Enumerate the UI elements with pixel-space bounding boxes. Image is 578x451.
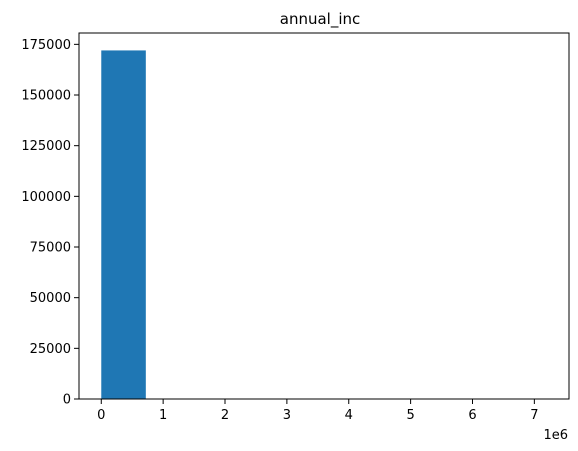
x-tick-label-1: 1 (159, 408, 167, 423)
y-tick-label-2: 50000 (30, 291, 71, 306)
y-tick-label-6: 150000 (21, 89, 71, 104)
y-tick-label-5: 125000 (21, 139, 71, 154)
chart-title: annual_inc (280, 10, 361, 29)
x-axis-offset-label: 1e6 (543, 428, 568, 443)
x-axis-ticks: 0 1 2 3 4 5 6 7 (97, 399, 538, 423)
x-tick-label-6: 6 (468, 408, 476, 423)
histogram-bar-0 (101, 50, 146, 400)
x-tick-label-5: 5 (406, 408, 414, 423)
x-tick-label-7: 7 (530, 408, 538, 423)
x-tick-label-0: 0 (97, 408, 105, 423)
y-tick-label-7: 175000 (21, 38, 71, 53)
y-tick-label-1: 25000 (30, 342, 71, 357)
y-tick-label-3: 75000 (30, 241, 71, 256)
x-tick-label-3: 3 (283, 408, 291, 423)
plot-frame (78, 32, 570, 400)
bars-group (101, 50, 146, 400)
y-axis-ticks: 0 25000 50000 75000 100000 125000 150000 175000 (21, 38, 79, 408)
x-tick-label-4: 4 (345, 408, 353, 423)
x-tick-label-2: 2 (221, 408, 229, 423)
y-tick-label-4: 100000 (21, 190, 71, 205)
y-tick-label-0: 0 (63, 393, 71, 408)
